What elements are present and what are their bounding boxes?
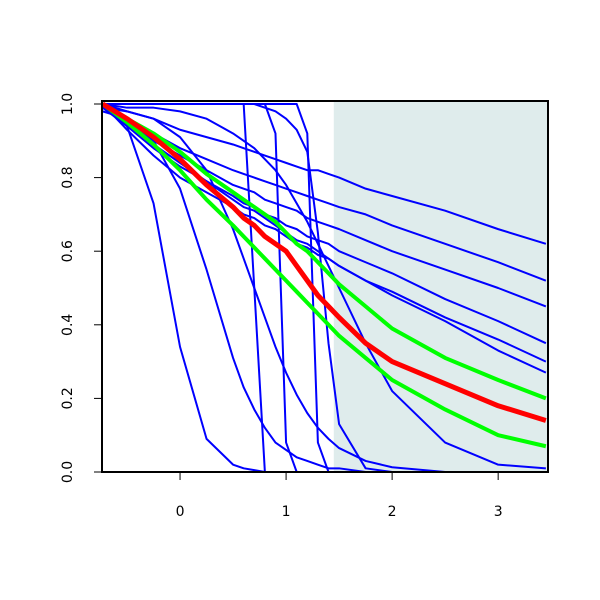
y-tick-label: 0.6 — [60, 240, 76, 262]
series-line — [102, 110, 546, 472]
y-tick-label: 0.2 — [60, 387, 76, 409]
series-line — [102, 106, 546, 472]
y-tick-label: 0.0 — [60, 461, 76, 483]
series-line — [102, 103, 547, 282]
y-tick-label: 1.0 — [60, 93, 76, 115]
series-line — [102, 103, 547, 245]
x-tick-label: 2 — [388, 504, 397, 520]
x-tick-label: 3 — [494, 504, 503, 520]
series-line — [102, 106, 546, 472]
series-line — [102, 102, 547, 401]
shaded-region — [333, 101, 548, 472]
y-tick-label: 0.8 — [60, 166, 76, 188]
series-line — [102, 103, 547, 345]
series-line — [102, 102, 547, 449]
series-line — [102, 101, 547, 423]
plot-box — [101, 100, 549, 473]
x-tick-label: 1 — [282, 504, 291, 520]
y-tick-label: 0.4 — [60, 314, 76, 336]
series-line — [102, 103, 546, 472]
x-tick-label: 0 — [176, 504, 185, 520]
